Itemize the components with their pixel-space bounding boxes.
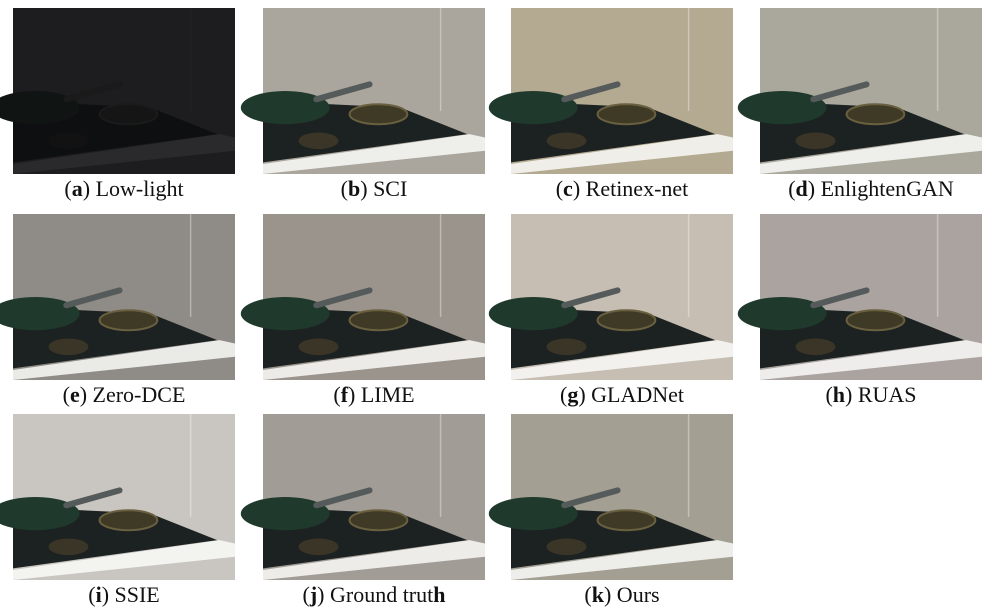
caption-run: g [567, 382, 578, 407]
caption-run: ( [825, 382, 832, 407]
pan [489, 297, 578, 330]
caption-run: ( [303, 582, 310, 607]
caption-run: ( [63, 382, 70, 407]
burner-front [299, 133, 339, 150]
caption-run: ( [88, 582, 95, 607]
caption-run: c [563, 176, 573, 201]
image-panel [0, 8, 235, 174]
caption-run: ( [333, 382, 340, 407]
pan [738, 91, 827, 124]
caption-run: e [70, 382, 80, 407]
caption-run: ) Zero-DCE [80, 382, 186, 407]
burner [847, 104, 905, 124]
caption: (b) SCI [341, 176, 408, 201]
caption-run: ) SCI [360, 176, 407, 201]
caption-run: h [833, 382, 845, 407]
caption-run: ) LIME [348, 382, 415, 407]
image-panel [241, 214, 485, 380]
image-panel [0, 214, 235, 380]
pan [489, 91, 578, 124]
image-panel [241, 414, 485, 580]
burner [350, 510, 408, 530]
caption-run: ) Ours [604, 582, 660, 607]
caption-run: h [433, 582, 445, 607]
burner [100, 104, 158, 124]
pan [738, 297, 827, 330]
burner-front [49, 339, 89, 356]
caption: (d) EnlightenGAN [788, 176, 954, 201]
burner-front [547, 339, 587, 356]
burner-front [49, 539, 89, 556]
burner [100, 510, 158, 530]
caption-run: ( [788, 176, 795, 201]
caption: (h) RUAS [825, 382, 916, 407]
caption-run: ( [556, 176, 563, 201]
image-panel [489, 414, 733, 580]
burner-front [49, 133, 89, 150]
image-panel [738, 8, 982, 174]
caption: (f) LIME [333, 382, 414, 407]
burner [598, 310, 656, 330]
caption: (k) Ours [584, 582, 659, 607]
burner [350, 310, 408, 330]
burner [350, 104, 408, 124]
caption: (j) Ground truth [303, 582, 446, 607]
caption-run: ) Ground trut [317, 582, 433, 607]
burner-front [796, 339, 836, 356]
caption-run: ) EnlightenGAN [808, 176, 954, 201]
burner [598, 510, 656, 530]
caption: (g) GLADNet [560, 382, 684, 407]
burner [847, 310, 905, 330]
caption-run: ( [64, 176, 71, 201]
burner-front [299, 539, 339, 556]
burner [100, 310, 158, 330]
caption: (e) Zero-DCE [63, 382, 186, 407]
pan [241, 297, 330, 330]
caption: (c) Retinex-net [556, 176, 689, 201]
burner-front [299, 339, 339, 356]
burner-front [547, 133, 587, 150]
image-panel [489, 214, 733, 380]
caption-run: ) Low-light [83, 176, 184, 201]
pan [489, 497, 578, 530]
caption-run: ( [584, 582, 591, 607]
burner [598, 104, 656, 124]
caption-run: j [309, 582, 317, 607]
pan [241, 91, 330, 124]
image-panel [241, 8, 485, 174]
caption-run: d [796, 176, 808, 201]
caption-run: k [592, 582, 605, 607]
caption-run: a [72, 176, 83, 201]
image-panel [738, 214, 982, 380]
burner-front [547, 539, 587, 556]
figure: (a) Low-light(b) SCI(c) Retinex-net(d) E… [0, 0, 992, 611]
caption: (i) SSIE [88, 582, 160, 607]
caption-run: ) RUAS [845, 382, 917, 407]
pan [241, 497, 330, 530]
caption: (a) Low-light [64, 176, 183, 201]
caption-run: ) SSIE [102, 582, 160, 607]
caption-run: ) Retinex-net [573, 176, 688, 201]
caption-run: ( [560, 382, 567, 407]
burner-front [796, 133, 836, 150]
caption-run: b [348, 176, 360, 201]
caption-run: ) GLADNet [578, 382, 684, 407]
image-panel [489, 8, 733, 174]
image-panel [0, 414, 235, 580]
caption-run: ( [341, 176, 348, 201]
